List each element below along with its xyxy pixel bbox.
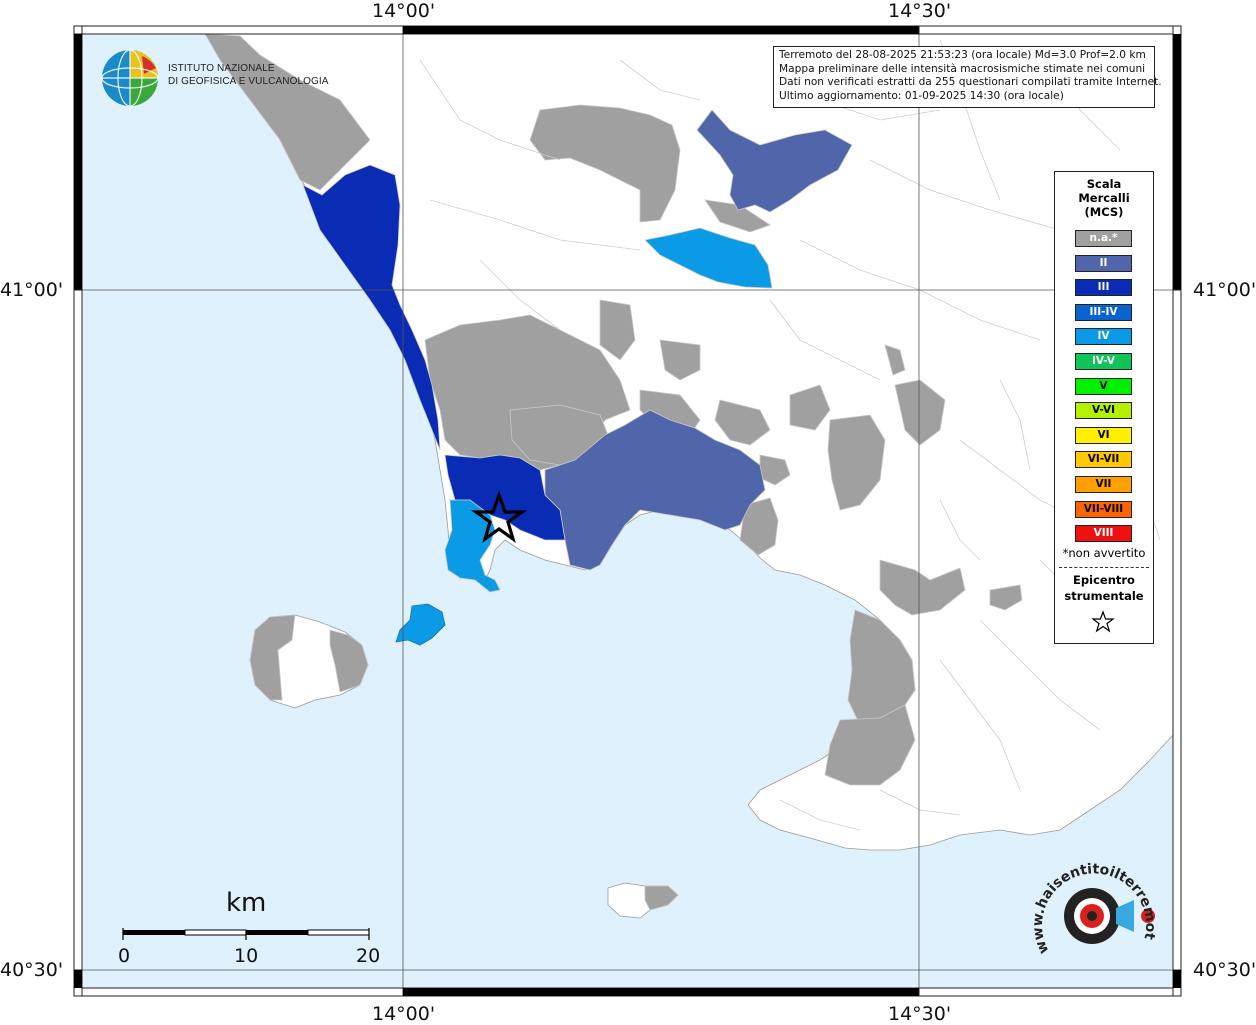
intensity-iv-regions bbox=[444, 227, 773, 593]
lon-label-top-right: 14°30' bbox=[888, 0, 952, 22]
legend-item: V-VI bbox=[1075, 402, 1132, 420]
legend-title: Scala Mercalli (MCS) bbox=[1055, 177, 1153, 219]
legend-title-line: Scala bbox=[1086, 177, 1122, 191]
intensity-ii-regions bbox=[544, 109, 853, 571]
legend-item: n.a.* bbox=[1075, 230, 1132, 247]
event-info-line: Mappa preliminare delle intensità macros… bbox=[779, 62, 1146, 75]
scale-unit: km bbox=[226, 888, 267, 918]
lat-label-left-top: 41°00' bbox=[0, 279, 64, 301]
ingv-logo-line: DI GEOFISICA E VULCANOLOGIA bbox=[168, 75, 329, 87]
lon-label-top-left: 14°00' bbox=[372, 0, 436, 22]
na-regions bbox=[204, 33, 1023, 786]
scale-tick: 20 bbox=[356, 945, 381, 967]
lon-label-bottom-left: 14°00' bbox=[372, 1003, 436, 1025]
epicenter-star bbox=[471, 490, 527, 543]
lon-label-bottom-right: 14°30' bbox=[888, 1003, 952, 1025]
event-info-line: Dati non verificati estratti da 255 ques… bbox=[779, 76, 1162, 88]
scale-tick: 0 bbox=[118, 945, 131, 967]
lat-label-right-top: 41°00' bbox=[1193, 279, 1256, 301]
legend-item: VI bbox=[1075, 426, 1132, 444]
scale-tick: 10 bbox=[234, 945, 259, 967]
hst-logo: www.haisentitoilterremoto.it bbox=[1030, 858, 1158, 956]
graticule bbox=[82, 34, 1173, 988]
legend-title-line: (MCS) bbox=[1084, 205, 1124, 219]
legend-item: V bbox=[1075, 377, 1132, 395]
legend-item: VII-VIII bbox=[1075, 500, 1132, 518]
scale-graphic bbox=[122, 928, 370, 940]
lat-label-left-bottom: 40°30' bbox=[0, 959, 64, 981]
legend-na-note: *non avvertito bbox=[1062, 546, 1146, 560]
legend-item: VIII bbox=[1075, 525, 1132, 543]
ingv-globe-logo bbox=[101, 49, 159, 107]
map-frame bbox=[73, 25, 1182, 997]
legend-star-icon bbox=[1091, 610, 1115, 633]
event-info-box: Terremoto del 28-08-2025 21:53:23 (ora l… bbox=[773, 46, 1162, 108]
legend-item: VII bbox=[1075, 476, 1132, 493]
legend-item: IV bbox=[1075, 328, 1132, 346]
legend-title-line: Mercalli bbox=[1078, 191, 1130, 205]
ingv-logo-text: ISTITUTO NAZIONALE DI GEOFISICA E VULCAN… bbox=[168, 63, 329, 88]
legend-item: III bbox=[1075, 279, 1132, 297]
legend-epicenter-line: strumentale bbox=[1064, 589, 1144, 603]
ischia-na bbox=[249, 614, 296, 701]
legend-item: IV-V bbox=[1075, 353, 1132, 370]
ischia-na-east bbox=[329, 629, 369, 693]
mcs-legend: Scala Mercalli (MCS) n.a.* II III III-IV IV I… bbox=[1054, 171, 1154, 644]
legend-item: III-IV bbox=[1075, 303, 1132, 321]
scale-bar: km 0 10 20 bbox=[110, 888, 400, 978]
legend-item: II bbox=[1075, 254, 1132, 272]
event-info-line: Terremoto del 28-08-2025 21:53:23 (ora l… bbox=[779, 49, 1146, 61]
legend-item: VI-VII bbox=[1075, 451, 1132, 469]
legend-separator bbox=[1059, 567, 1149, 568]
legend-epicenter-line: Epicentro bbox=[1073, 573, 1135, 587]
capri-na bbox=[644, 885, 679, 911]
ingv-logo-line: ISTITUTO NAZIONALE bbox=[168, 63, 275, 74]
lat-label-right-bottom: 40°30' bbox=[1193, 959, 1256, 981]
event-info-line: Ultimo aggiornamento: 01-09-2025 14:30 (… bbox=[779, 89, 1064, 102]
legend-epicenter-label: Epicentro strumentale bbox=[1055, 572, 1153, 604]
